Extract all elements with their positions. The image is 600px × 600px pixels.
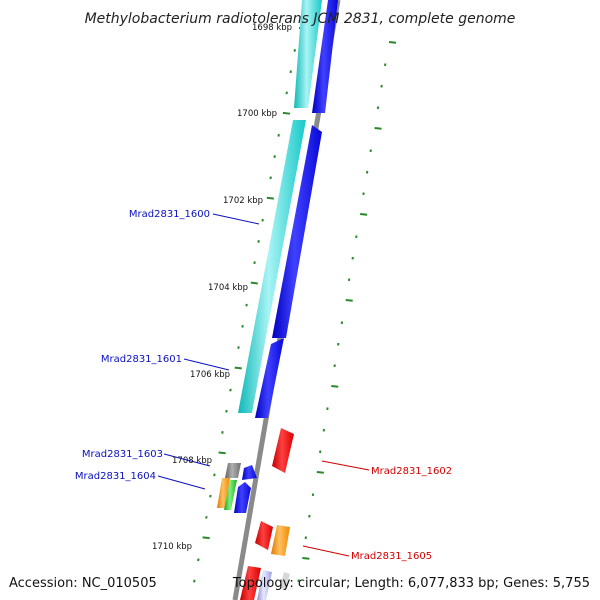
scale-label-1698: 1698 kbp [252, 23, 292, 33]
leader-mrad2831-1603 [163, 453, 211, 467]
gc-track [297, 41, 397, 583]
scale-label-1710: 1710 kbp [152, 542, 192, 552]
gene-mrad2831-1604[interactable] [234, 482, 251, 513]
gene-mrad2831-1604-orange[interactable] [217, 478, 230, 508]
scale-label-1708: 1708 kbp [172, 456, 212, 466]
gc-track-mark [331, 384, 339, 388]
scale-label-1706: 1706 kbp [190, 370, 230, 380]
gc-track-mark [374, 127, 382, 130]
gene-feature-cyan[interactable] [294, 0, 322, 108]
scale-label-1704: 1704 kbp [208, 283, 248, 293]
label-mrad2831-1604: Mrad2831_1604 [75, 471, 156, 482]
label-mrad2831-1602: Mrad2831_1602 [371, 466, 452, 477]
map-title: Methylobacterium radiotolerans JCM 2831,… [85, 11, 516, 27]
label-mrad2831-1605: Mrad2831_1605 [351, 551, 432, 562]
label-mrad2831-1600: Mrad2831_1600 [129, 209, 210, 220]
gene-mrad2831-1601-cyan[interactable] [238, 120, 306, 413]
leader-mrad2831-1602 [321, 460, 370, 471]
leader-mrad2831-1600 [212, 213, 260, 225]
scale-tick-mark [218, 451, 226, 455]
gc-track-mark [316, 470, 324, 474]
label-mrad2831-1601: Mrad2831_1601 [101, 354, 182, 365]
gene-mrad2831-1602[interactable] [272, 428, 294, 473]
accession-text: Accession: NC_010505 [9, 576, 157, 591]
topology-text: Topology: circular; Length: 6,077,833 bp… [232, 576, 590, 591]
leader-mrad2831-1601 [183, 358, 230, 371]
gc-track-mark [388, 41, 397, 44]
gene-mrad2831-1601[interactable] [255, 338, 284, 418]
gene-feature-red-bottom[interactable] [240, 566, 261, 600]
gc-track-mark [360, 212, 368, 216]
gc-track-mark [345, 298, 353, 302]
leader-mrad2831-1605 [302, 545, 350, 557]
leader-mrad2831-1604 [157, 475, 206, 490]
scale-label-1702: 1702 kbp [223, 196, 263, 206]
gene-feature-red[interactable] [255, 521, 273, 550]
scale-label-1700: 1700 kbp [237, 109, 277, 119]
scale-tick-mark [282, 111, 291, 115]
gene-mrad2831-1600[interactable] [272, 125, 322, 338]
gene-feature-lavender[interactable] [257, 570, 272, 600]
gene-feature-gray-bottom [280, 572, 290, 590]
gene-feature-blue-top[interactable] [312, 0, 338, 113]
gene-mrad2831-1603[interactable] [225, 463, 241, 478]
label-mrad2831-1603: Mrad2831_1603 [82, 449, 163, 460]
scale-tick-mark [266, 196, 274, 200]
gene-feature-blue-small[interactable] [242, 465, 257, 480]
scale-track [193, 27, 307, 583]
gene-mrad2831-1604-green[interactable] [224, 480, 237, 510]
scale-tick-mark [202, 536, 210, 540]
scale-tick-mark [250, 281, 258, 285]
scale-tick-mark [234, 366, 242, 370]
gene-mrad2831-1605[interactable] [271, 525, 290, 556]
gc-track-mark [302, 556, 310, 560]
